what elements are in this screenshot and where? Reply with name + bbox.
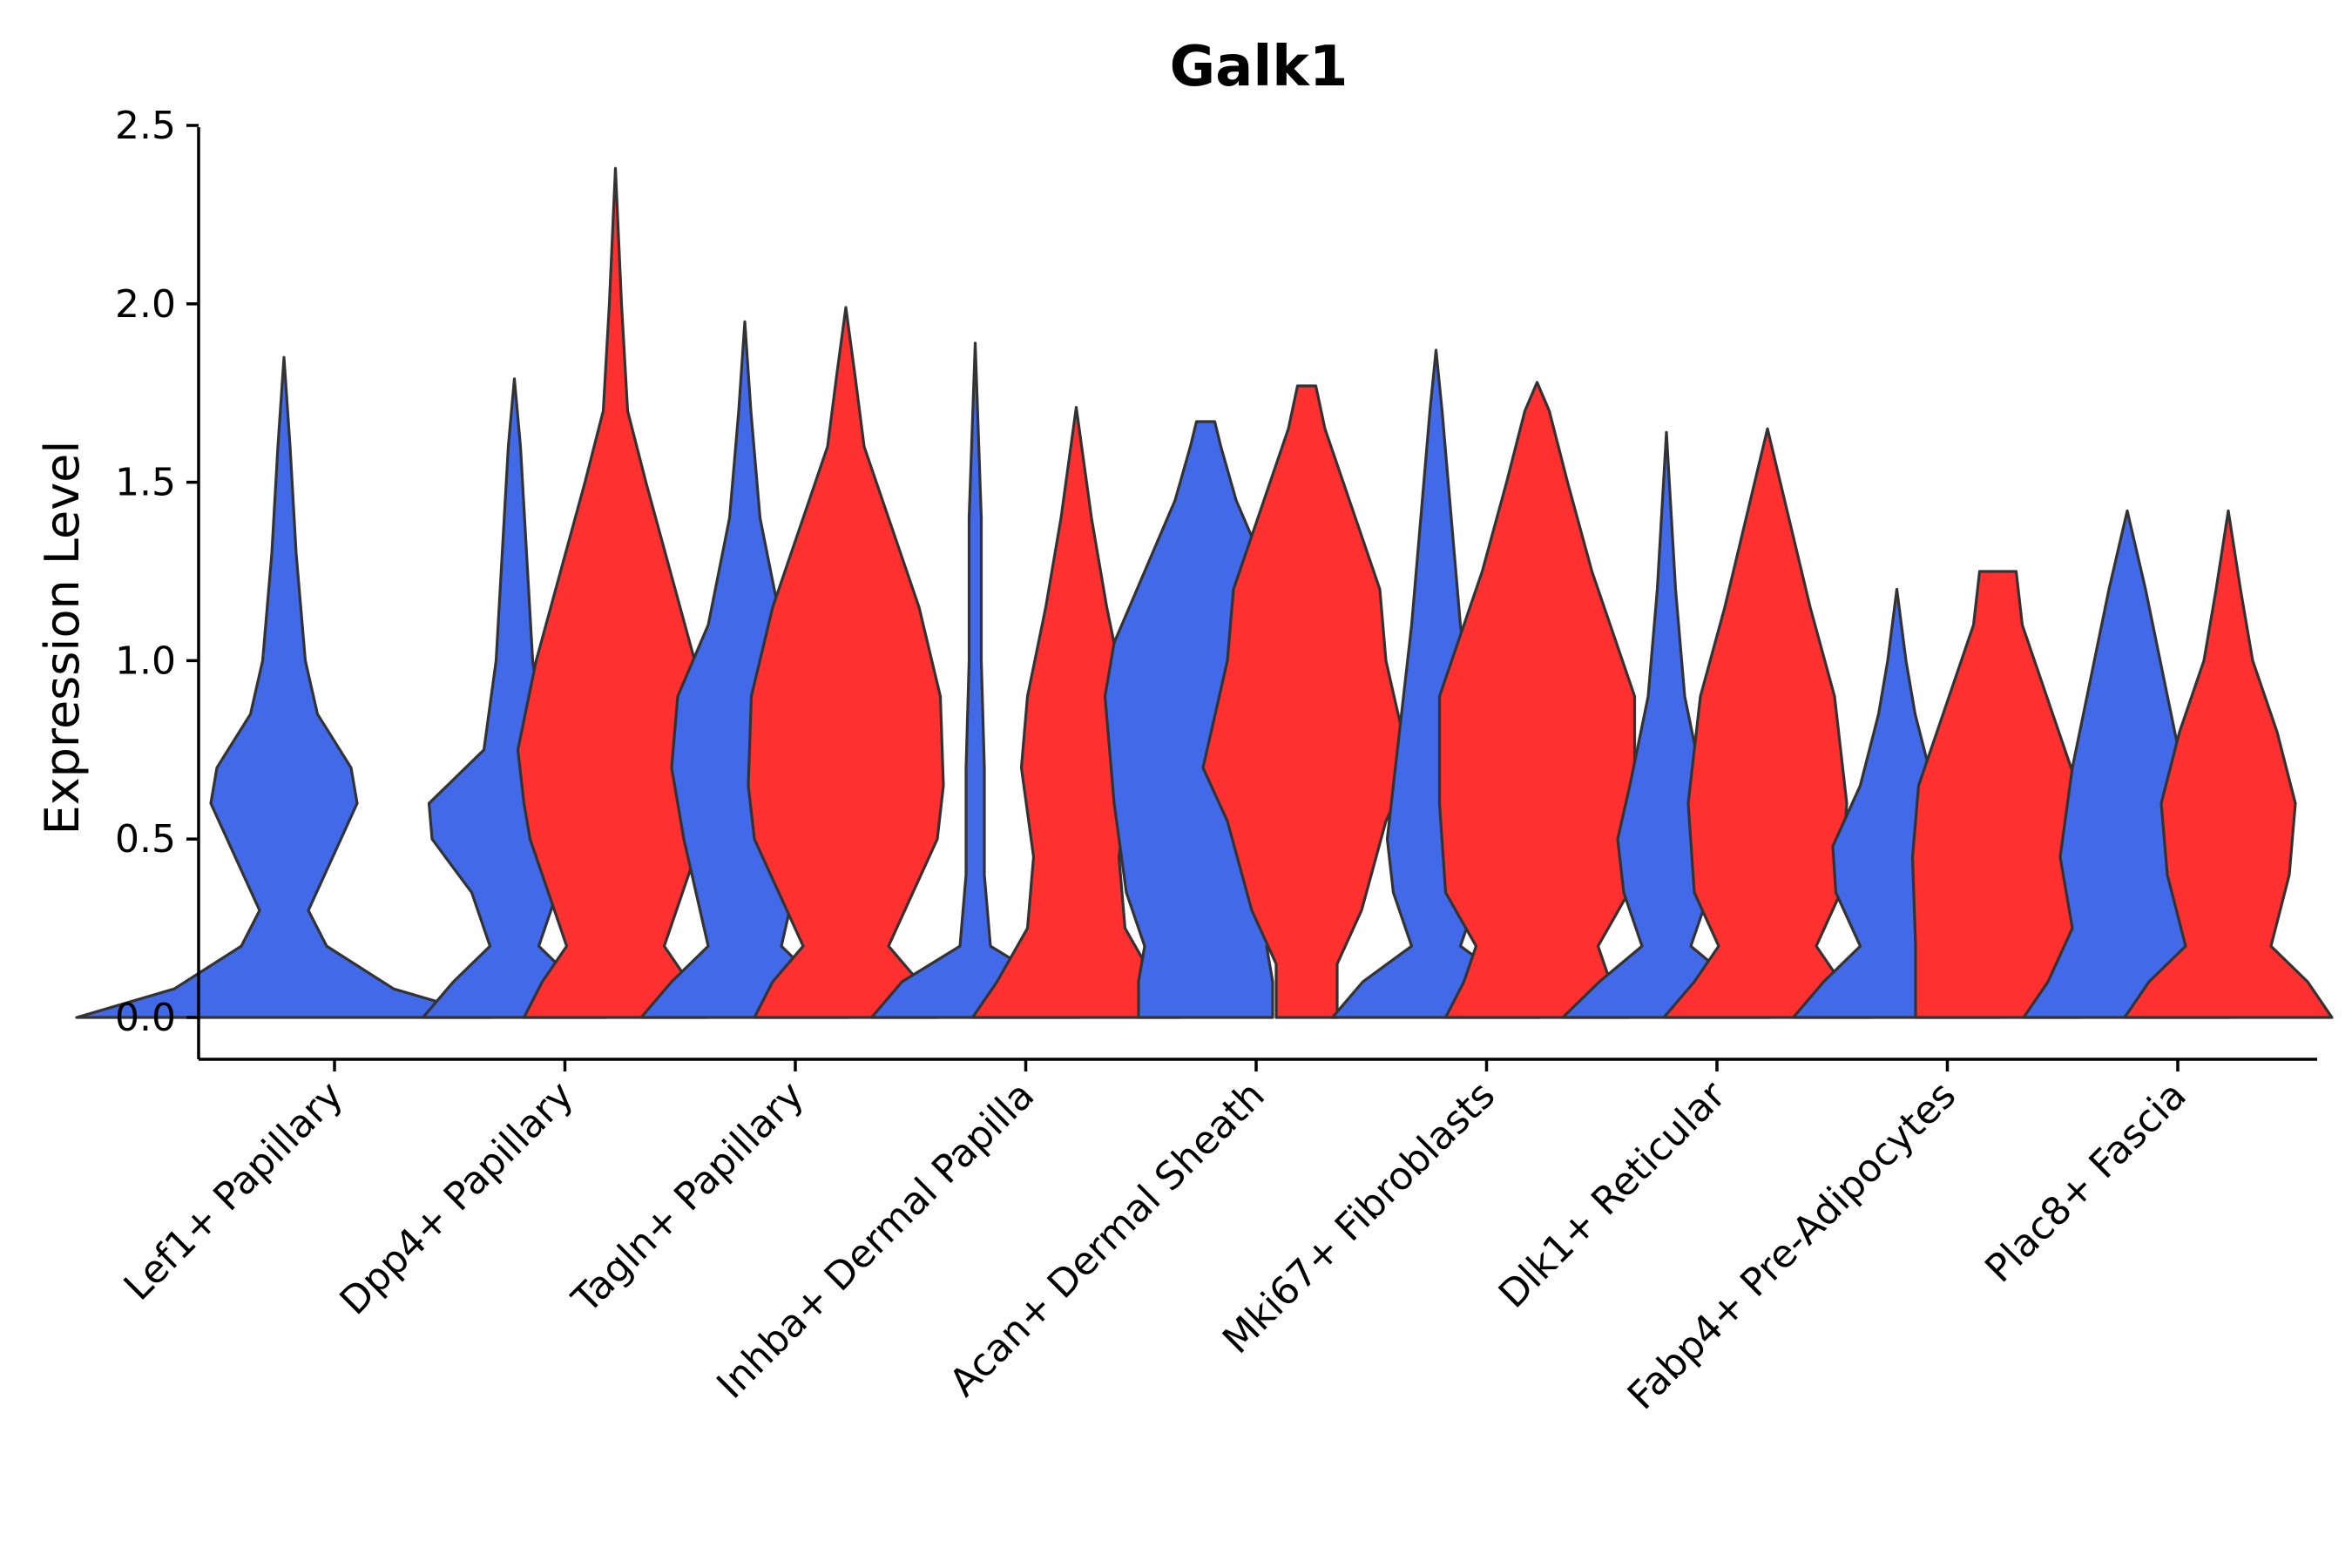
- violin-red-7: [1910, 570, 2085, 1019]
- y-tick-label: 0.0: [115, 996, 176, 1040]
- y-tick-label: 2.5: [115, 104, 176, 148]
- violin-red-6: [1662, 427, 1873, 1019]
- violin-red-5: [1437, 381, 1637, 1019]
- violins-layer: [75, 166, 2334, 1019]
- x-tick-label: Dlk1+ Reticular: [1490, 1072, 1735, 1317]
- violin-red-8: [2123, 509, 2334, 1019]
- x-tick-label: Lef1+ Papillary: [116, 1073, 352, 1309]
- violin-blue-0: [75, 355, 493, 1019]
- x-tick-label: Tagln+ Papillary: [564, 1073, 813, 1322]
- y-tick-label: 0.5: [115, 817, 176, 862]
- y-tick-label: 1.5: [115, 461, 176, 505]
- y-tick-label: 2.0: [115, 282, 176, 327]
- chart-title: Galk1: [1170, 35, 1348, 99]
- violin-red-1: [516, 166, 715, 1019]
- y-tick-label: 1.0: [115, 639, 176, 683]
- axes-layer: [197, 127, 2317, 1061]
- x-tick-label: Plac8+ Fascia: [1977, 1073, 2195, 1292]
- y-axis-label: Expression Level: [35, 441, 90, 835]
- x-tick-label: Dpp4+ Papillary: [332, 1073, 583, 1324]
- violin-blue-3: [869, 341, 1081, 1019]
- violin-red-3: [970, 406, 1182, 1019]
- violin-red-2: [747, 306, 945, 1019]
